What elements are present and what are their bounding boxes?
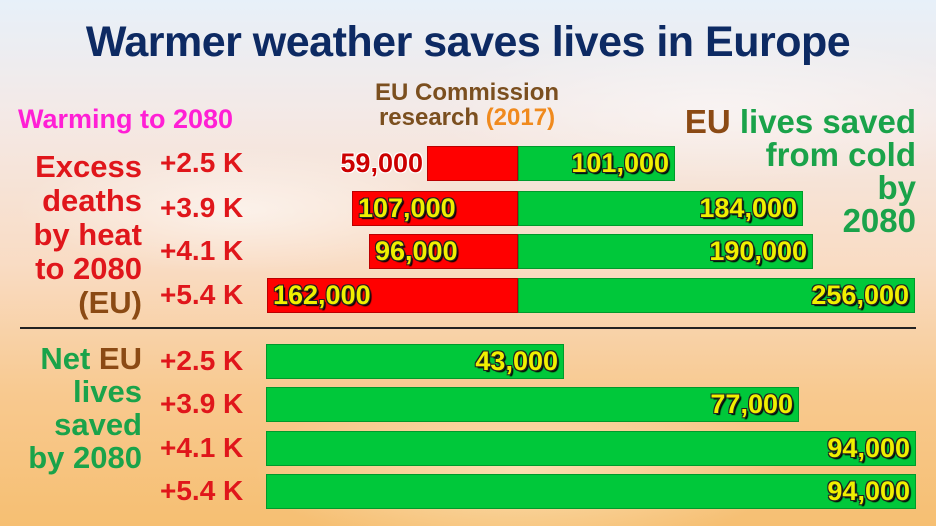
- cold-label-eu: EU: [684, 103, 731, 140]
- source-year: (2017): [485, 104, 556, 131]
- net-scenario-label: +5.4 K: [160, 475, 244, 506]
- cold-bar: [518, 234, 813, 269]
- net-label-eu: EU: [98, 341, 142, 376]
- net-scenario-label: +2.5 K: [160, 345, 244, 376]
- cold-bar: [518, 146, 675, 181]
- scenario-label: +2.5 K: [160, 147, 244, 178]
- scenario-label: +4.1 K: [160, 235, 244, 266]
- net-value-label: 77,000: [710, 389, 793, 419]
- heat-bar: [267, 278, 518, 313]
- cold-label-line-4: 2080: [842, 202, 916, 239]
- scenario-label: +5.4 K: [160, 279, 244, 310]
- heat-value-label: 162,000: [273, 280, 371, 310]
- cold-lives-label: EU lives saved from cold by 2080: [616, 105, 916, 237]
- heat-value-label: 107,000: [358, 193, 456, 223]
- heat-label-line-5: (EU): [78, 285, 142, 320]
- source-line-2: research: [378, 104, 480, 131]
- net-label-line-2: lives: [73, 374, 142, 409]
- section-divider: [20, 327, 916, 329]
- net-scenario-label: +3.9 K: [160, 388, 244, 419]
- heat-deaths-label: Excess deaths by heat to 2080 (EU): [10, 150, 142, 320]
- chart-title: Warmer weather saves lives in Europe: [85, 18, 851, 66]
- cold-label-line-3: by: [877, 169, 916, 206]
- warming-label: Warming to 2080: [18, 104, 234, 134]
- net-lives-label: Net EU lives saved by 2080: [10, 342, 142, 474]
- cold-value-label: 101,000: [571, 148, 669, 178]
- net-value-label: 94,000: [827, 476, 910, 506]
- source-line-1: EU Commission: [374, 79, 560, 106]
- heat-bar: [369, 234, 518, 269]
- heat-value-label: 59,000: [340, 148, 423, 178]
- net-bar: [266, 474, 916, 509]
- cold-value-label: 256,000: [811, 280, 909, 310]
- net-bar: [266, 431, 916, 466]
- net-value-label: 43,000: [475, 346, 558, 376]
- heat-bar: [427, 146, 518, 181]
- net-label-line-4: by 2080: [28, 440, 142, 475]
- heat-bar: [352, 191, 518, 226]
- heat-label-line-3: by heat: [33, 217, 142, 252]
- cold-label-line-2: from cold: [765, 136, 916, 173]
- net-bar: [266, 344, 564, 379]
- scenario-label: +3.9 K: [160, 192, 244, 223]
- net-label-line-3: saved: [54, 407, 142, 442]
- cold-value-label: 184,000: [699, 193, 797, 223]
- net-scenario-label: +4.1 K: [160, 432, 244, 463]
- source-label: EU Commission research (2017): [352, 80, 582, 130]
- heat-label-line-2: deaths: [42, 183, 142, 218]
- heat-value-label: 96,000: [375, 236, 458, 266]
- net-value-label: 94,000: [827, 433, 910, 463]
- cold-bar: [518, 191, 803, 226]
- cold-value-label: 190,000: [709, 236, 807, 266]
- net-label-net: Net: [40, 341, 99, 376]
- cold-label-rest: lives saved: [730, 103, 916, 140]
- net-bar: [266, 387, 799, 422]
- heat-label-line-1: Excess: [35, 149, 142, 184]
- heat-label-line-4: to 2080: [35, 251, 142, 286]
- cold-bar: [518, 278, 915, 313]
